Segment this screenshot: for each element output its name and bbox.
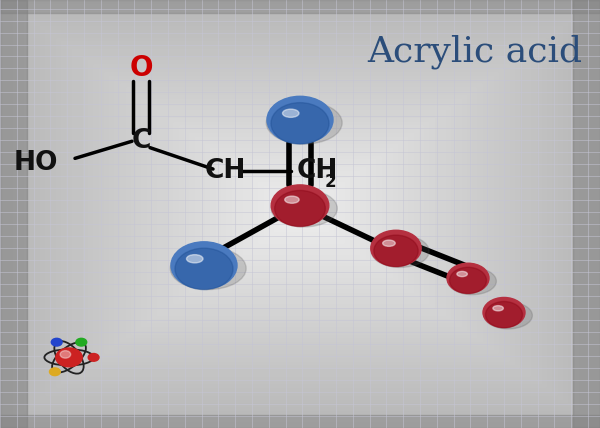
Circle shape <box>267 96 333 143</box>
Circle shape <box>49 368 60 376</box>
Ellipse shape <box>271 190 337 227</box>
Ellipse shape <box>283 109 299 117</box>
Text: HO: HO <box>14 150 58 175</box>
Bar <box>0 0 27 428</box>
Circle shape <box>447 263 489 293</box>
Text: O: O <box>129 54 153 83</box>
Ellipse shape <box>371 235 429 268</box>
Text: 2: 2 <box>325 173 336 191</box>
Circle shape <box>60 351 71 358</box>
Ellipse shape <box>187 255 203 263</box>
Circle shape <box>449 267 487 294</box>
Text: Acrylic acid: Acrylic acid <box>367 34 582 69</box>
Ellipse shape <box>170 247 246 290</box>
Ellipse shape <box>457 271 467 276</box>
Circle shape <box>56 348 82 367</box>
Circle shape <box>483 297 525 327</box>
Bar <box>0 0 600 13</box>
Ellipse shape <box>484 302 532 329</box>
Ellipse shape <box>383 240 395 247</box>
Ellipse shape <box>285 196 299 203</box>
Circle shape <box>371 230 421 266</box>
Circle shape <box>374 235 418 267</box>
Circle shape <box>171 242 237 289</box>
Text: C: C <box>131 128 151 154</box>
Text: CH: CH <box>297 158 338 184</box>
Circle shape <box>271 185 329 226</box>
Circle shape <box>485 301 523 328</box>
Circle shape <box>175 248 233 290</box>
Text: CH: CH <box>205 158 245 184</box>
Ellipse shape <box>493 306 503 311</box>
Circle shape <box>271 103 329 144</box>
Ellipse shape <box>448 268 496 295</box>
Bar <box>0 415 600 428</box>
Ellipse shape <box>266 102 342 144</box>
Circle shape <box>52 338 62 346</box>
Circle shape <box>275 190 325 226</box>
Circle shape <box>76 338 87 346</box>
Bar <box>573 0 600 428</box>
Circle shape <box>88 354 99 361</box>
